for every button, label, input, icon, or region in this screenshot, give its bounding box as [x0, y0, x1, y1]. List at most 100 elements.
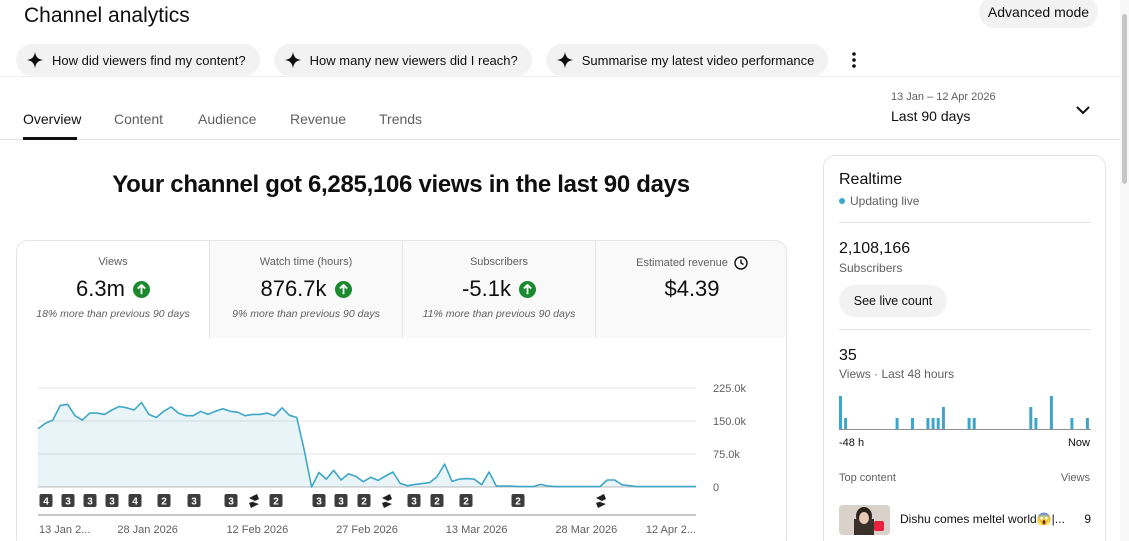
date-range-dates: 13 Jan – 12 Apr 2026: [891, 91, 996, 103]
realtime-bar: [926, 418, 930, 429]
realtime-bar: [967, 418, 971, 429]
x-tick-label: 27 Feb 2026: [336, 524, 398, 536]
video-count-label: 3: [228, 497, 234, 508]
video-count-label: 2: [434, 497, 440, 508]
suggestion-chips: How did viewers find my content? How man…: [16, 44, 864, 76]
tab-content[interactable]: Content: [114, 111, 164, 127]
y-tick-label: 150.0k: [713, 416, 747, 428]
realtime-bar: [895, 418, 899, 429]
tab-trends[interactable]: Trends: [379, 111, 423, 127]
realtime-bar: [839, 396, 842, 429]
clock-icon: [734, 256, 748, 270]
video-count-label: 2: [515, 497, 521, 508]
realtime-bar: [1070, 418, 1074, 429]
chevron-down-icon[interactable]: [1074, 101, 1092, 119]
tab-audience[interactable]: Audience: [198, 111, 257, 127]
video-count-marker: [407, 494, 421, 507]
shorts-icon: [249, 494, 259, 508]
page-title: Channel analytics: [24, 4, 190, 27]
metric-comparison: 9% more than previous 90 days: [232, 308, 380, 320]
realtime-bar: [1049, 396, 1053, 429]
metric-value-row: $4.39: [596, 276, 786, 302]
metric-value: 6.3m: [76, 276, 125, 301]
video-count-marker: [224, 494, 238, 507]
metric-comparison: 11% more than previous 90 days: [422, 308, 576, 320]
chip-viewers-find-content[interactable]: How did viewers find my content?: [16, 44, 260, 76]
y-tick-label: 225.0k: [713, 383, 747, 395]
x-tick-label: 28 Mar 2026: [555, 524, 617, 536]
metric-watch-time[interactable]: Watch time (hours) 876.7k 9% more than p…: [209, 241, 402, 338]
views-headline: Your channel got 6,285,106 views in the …: [112, 171, 690, 198]
metric-tabs: Views 6.3m 18% more than previous 90 day…: [17, 241, 786, 338]
x-tick-label: 12 Feb 2026: [226, 524, 288, 536]
metrics-chart-card: Views 6.3m 18% more than previous 90 day…: [16, 240, 787, 541]
arrow-up-icon: [132, 280, 150, 298]
y-tick-label: 0: [713, 482, 719, 494]
video-count-label: 2: [361, 497, 367, 508]
tab-overview[interactable]: Overview: [23, 111, 82, 127]
y-tick-label: 75.0k: [713, 449, 740, 461]
chip-summarise-video[interactable]: Summarise my latest video performance: [545, 44, 829, 76]
views-column-label: Views: [1060, 472, 1090, 484]
video-count-label: 2: [161, 497, 167, 508]
date-range-period[interactable]: Last 90 days: [891, 108, 971, 124]
video-count-label: 3: [87, 497, 93, 508]
chip-label: How did viewers find my content?: [52, 52, 246, 68]
video-count-marker: [157, 494, 171, 507]
video-count-label: 4: [132, 497, 138, 508]
metric-label: Watch time (hours): [259, 256, 353, 268]
video-count-label: 2: [463, 497, 469, 508]
realtime-bar: [911, 418, 914, 429]
more-options-icon[interactable]: [844, 44, 864, 76]
metric-value-row: 876.7k: [210, 276, 402, 302]
video-count-marker: [39, 494, 53, 507]
tab-revenue[interactable]: Revenue: [290, 111, 347, 127]
sparkle-icon: [556, 51, 573, 69]
scrollbar-track[interactable]: [1120, 0, 1129, 541]
video-count-label: 3: [65, 497, 71, 508]
metric-views[interactable]: Views 6.3m 18% more than previous 90 day…: [17, 241, 209, 338]
metric-label: Views: [98, 256, 128, 268]
divider: [839, 329, 1091, 330]
scrollbar-thumb[interactable]: [1122, 14, 1127, 184]
arrow-up-icon: [334, 280, 352, 298]
realtime-bar: [1034, 418, 1038, 429]
realtime-bar: [1029, 407, 1033, 429]
active-tab-indicator: [23, 137, 77, 140]
see-live-count-button[interactable]: See live count: [839, 285, 947, 317]
video-count-marker: [459, 494, 473, 507]
video-count-marker: [83, 494, 97, 507]
realtime-bar: [972, 418, 976, 429]
tab-bar: Overview Content Audience Revenue Trends…: [0, 76, 1120, 140]
video-count-marker: [128, 494, 142, 507]
metric-revenue[interactable]: Estimated revenue $4.39: [595, 241, 786, 338]
arrow-up-icon: [518, 280, 536, 298]
views-line: [37, 401, 696, 488]
realtime-bar: [844, 418, 848, 429]
chip-label: How many new viewers did I reach?: [309, 52, 518, 68]
video-count-marker: [61, 494, 75, 507]
realtime-bar: [1085, 418, 1089, 429]
x-tick-label: 28 Jan 2026: [117, 524, 178, 536]
x-tick-label: 13 Mar 2026: [446, 524, 508, 536]
shorts-icon: [382, 494, 392, 508]
metric-label: Subscribers: [469, 256, 529, 268]
video-count-marker: [187, 494, 201, 507]
live-dot-icon: [839, 198, 845, 204]
x-tick-label: 13 Jan 2...: [39, 524, 90, 536]
realtime-views-bar-chart: [839, 396, 1091, 430]
top-content-row[interactable]: Dishu comes meltel world😱|... 9: [839, 505, 1091, 535]
video-count-label: 3: [411, 497, 417, 508]
realtime-bar: [931, 418, 935, 429]
axis-end-label: Now: [1067, 437, 1090, 449]
chip-new-viewers[interactable]: How many new viewers did I reach?: [273, 44, 532, 76]
metric-value: $4.39: [664, 276, 720, 301]
metric-value-row: 6.3m: [17, 276, 209, 302]
x-tick-label: 12 Apr 2...: [646, 524, 696, 536]
realtime-views-count: 35: [839, 347, 857, 364]
video-count-label: 3: [109, 497, 115, 508]
metric-label: Estimated revenue: [636, 257, 728, 269]
video-count-marker: [334, 494, 348, 507]
advanced-mode-button[interactable]: Advanced mode: [979, 0, 1098, 28]
metric-subscribers[interactable]: Subscribers -5.1k 11% more than previous…: [402, 241, 595, 338]
